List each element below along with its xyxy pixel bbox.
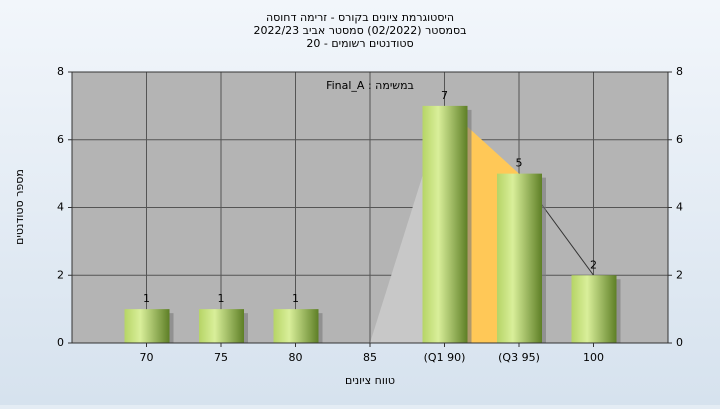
y2-tick-label: 0 [676, 336, 683, 349]
y-tick-label: 4 [57, 201, 64, 214]
x-tick-label: (Q1 90) [424, 351, 466, 364]
x-tick-label: 100 [583, 351, 604, 364]
chart-subtitle: סטודנטים רשומים - 20 [306, 37, 413, 50]
y-tick-label: 0 [57, 336, 64, 349]
x-tick-label: 75 [214, 351, 228, 364]
y-tick-label: 8 [57, 65, 64, 78]
bar [124, 309, 170, 343]
data-label: 7 [441, 89, 448, 102]
data-label: 1 [218, 292, 225, 305]
x-tick-label: (Q3 95) [498, 351, 540, 364]
data-label: 1 [292, 292, 299, 305]
x-tick-label: 80 [289, 351, 303, 364]
bar [497, 173, 542, 343]
chart-subtitle: בסמסטר (02/2022) סמסטר אביב 2022/23 [253, 24, 466, 37]
data-label: 1 [143, 292, 150, 305]
y-tick-label: 6 [57, 133, 64, 146]
data-label: 2 [590, 258, 597, 271]
x-axis-label: טווח ציונים [345, 374, 395, 387]
y2-tick-label: 6 [676, 133, 683, 146]
x-tick-label: 85 [363, 351, 377, 364]
y2-tick-label: 8 [676, 65, 683, 78]
bar [273, 309, 319, 343]
chart-title: היסטוגרמת ציונים בקורס - זרימה דחוסה [266, 11, 454, 24]
y2-tick-label: 2 [676, 268, 683, 281]
y-axis-label: מספר סטודנטים [13, 169, 26, 245]
y2-tick-label: 4 [676, 201, 683, 214]
data-label: 5 [516, 157, 523, 170]
bar [571, 275, 617, 343]
x-tick-label: 70 [140, 351, 154, 364]
bar [422, 105, 468, 343]
bar [199, 309, 244, 343]
plot-border [71, 71, 669, 344]
y-tick-label: 2 [57, 268, 64, 281]
annotation: במשימה : Final_A [326, 79, 414, 92]
